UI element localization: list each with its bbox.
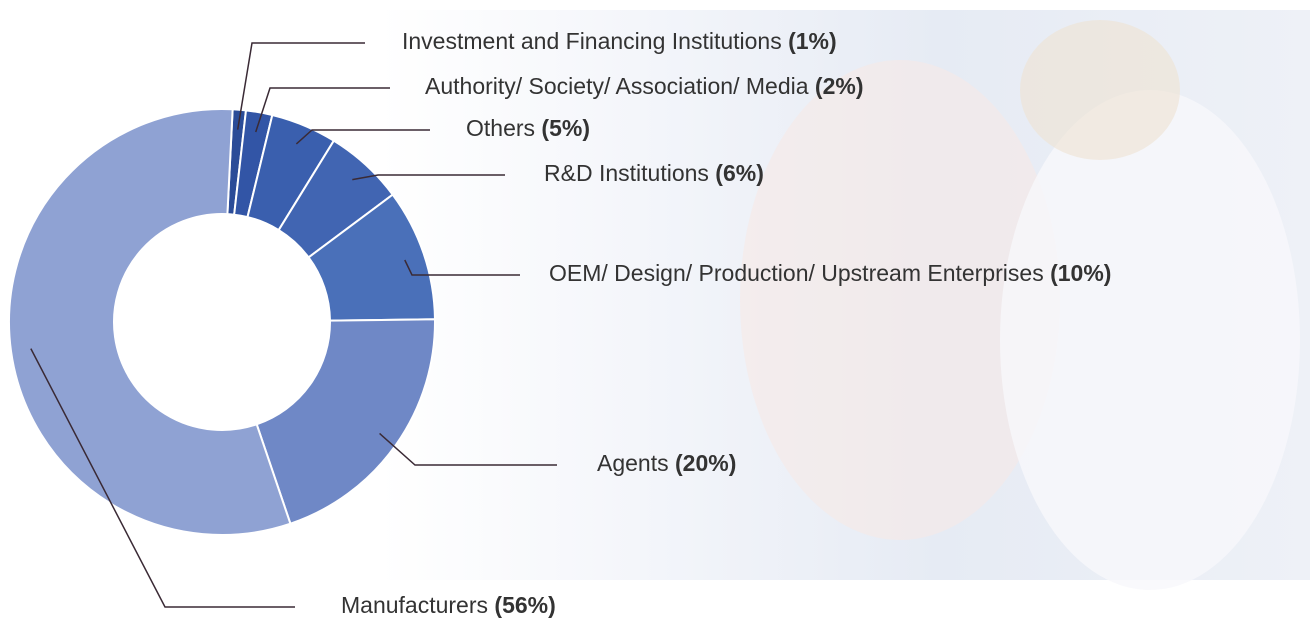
value-label: (10%) [1050, 260, 1111, 286]
value-label: (20%) [675, 450, 736, 476]
slice-label: Agents (20%) [597, 450, 736, 476]
background-figure [1000, 90, 1300, 590]
value-label: (1%) [788, 28, 837, 54]
slice-label: Others (5%) [466, 115, 590, 141]
category-name: Others [466, 115, 535, 141]
category-name: R&D Institutions [544, 160, 709, 186]
value-label: (56%) [494, 592, 555, 618]
slice-label: R&D Institutions (6%) [544, 160, 764, 186]
category-name: Investment and Financing Institutions [402, 28, 782, 54]
value-label: (6%) [715, 160, 764, 186]
value-label: (2%) [815, 73, 864, 99]
value-label: (5%) [541, 115, 590, 141]
category-name: Manufacturers [341, 592, 488, 618]
slice-label: Manufacturers (56%) [341, 592, 556, 618]
chart: Investment and Financing Institutions (1… [0, 0, 1314, 620]
background-figure [1020, 20, 1180, 160]
slice-label: Authority/ Society/ Association/ Media (… [425, 73, 863, 99]
slice-label: Investment and Financing Institutions (1… [402, 28, 837, 54]
category-name: OEM/ Design/ Production/ Upstream Enterp… [549, 260, 1044, 286]
category-name: Agents [597, 450, 669, 476]
category-name: Authority/ Society/ Association/ Media [425, 73, 809, 99]
slice-label: OEM/ Design/ Production/ Upstream Enterp… [549, 260, 1111, 286]
